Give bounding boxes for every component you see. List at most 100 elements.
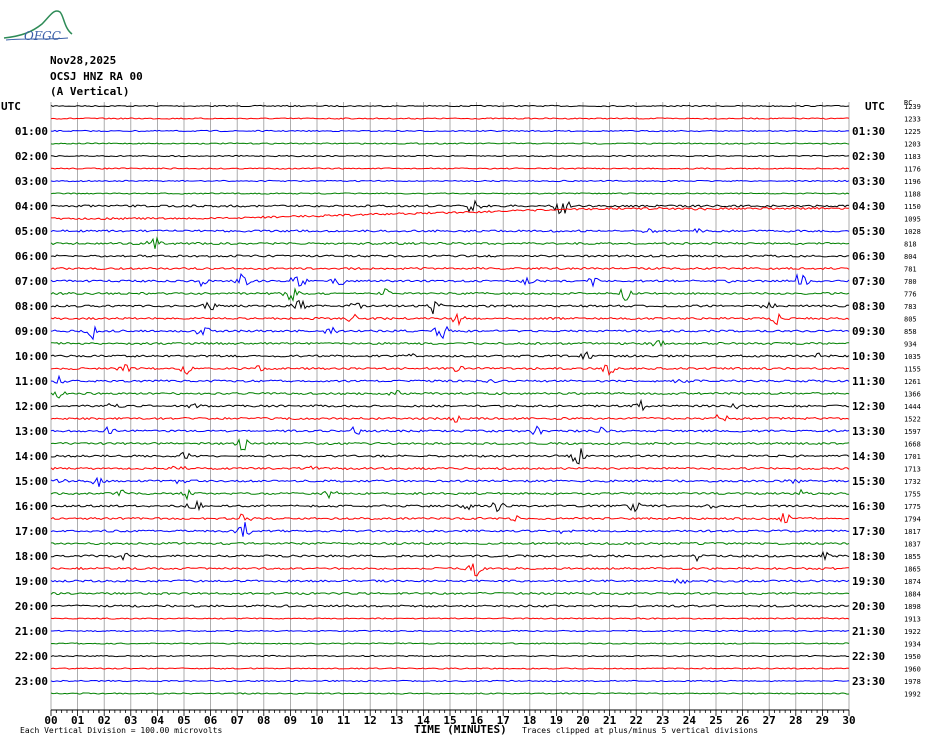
rc-value: 1874 xyxy=(904,578,921,586)
seismic-trace xyxy=(50,374,850,384)
rc-value: 780 xyxy=(904,278,917,286)
ofgc-logo: OFGC xyxy=(3,10,73,43)
left-hour-label: 01:00 xyxy=(15,125,48,138)
seismic-trace xyxy=(50,104,850,108)
x-tick-label: 25 xyxy=(709,714,722,727)
seismic-trace xyxy=(50,550,850,563)
x-tick-label: 04 xyxy=(151,714,165,727)
right-hour-label: 09:30 xyxy=(852,325,885,338)
right-hour-label: 01:30 xyxy=(852,125,885,138)
left-hour-label: 06:00 xyxy=(15,250,48,263)
seismic-trace xyxy=(50,154,850,158)
right-hour-label: 13:30 xyxy=(852,425,885,438)
left-hour-label: 09:00 xyxy=(15,325,48,338)
seismic-trace xyxy=(50,142,850,145)
x-tick-label: 11 xyxy=(337,714,351,727)
x-tick-label: 10 xyxy=(310,714,323,727)
trace-group xyxy=(50,104,850,695)
right-hour-label: 19:30 xyxy=(852,575,885,588)
right-hour-label: 22:30 xyxy=(852,650,885,663)
rc-value: 805 xyxy=(904,316,917,324)
x-tick-label: 00 xyxy=(44,714,57,727)
x-tick-label: 24 xyxy=(683,714,697,727)
seismic-trace xyxy=(50,192,850,195)
right-hour-label: 18:30 xyxy=(852,550,885,563)
rc-value: 1992 xyxy=(904,691,921,699)
rc-value: 818 xyxy=(904,241,917,249)
left-hour-label: 19:00 xyxy=(15,575,48,588)
rc-value: 1960 xyxy=(904,666,921,674)
rc-value: 781 xyxy=(904,266,917,274)
seismic-trace xyxy=(50,591,850,596)
rc-value: 1794 xyxy=(904,516,921,524)
left-hour-label: 13:00 xyxy=(15,425,48,438)
x-tick-label: 05 xyxy=(177,714,190,727)
seismic-trace xyxy=(50,425,850,436)
rc-value: 1176 xyxy=(904,166,921,174)
seismic-trace xyxy=(50,522,850,537)
seismic-trace xyxy=(50,266,850,271)
seismic-trace xyxy=(51,206,850,221)
rc-value: 1775 xyxy=(904,503,921,511)
rc-value: 1817 xyxy=(904,528,921,536)
rc-value: 934 xyxy=(904,341,917,349)
clip-note: Traces clipped at plus/minus 5 vertical … xyxy=(522,726,758,735)
seismic-trace xyxy=(50,563,849,577)
rc-value: 1755 xyxy=(904,491,921,499)
right-hour-label: 02:30 xyxy=(852,150,885,163)
rc-value: 1668 xyxy=(904,441,921,449)
left-hour-label: 10:00 xyxy=(15,350,48,363)
rc-value: 858 xyxy=(904,328,917,336)
left-hour-label: 08:00 xyxy=(15,300,48,313)
right-hour-label: 17:30 xyxy=(852,525,885,538)
rc-value: 1035 xyxy=(904,353,921,361)
x-tick-label: 27 xyxy=(763,714,776,727)
seismic-trace xyxy=(50,398,850,412)
seismic-trace xyxy=(50,488,850,501)
x-tick-label: 17 xyxy=(497,714,510,727)
rc-value: 1155 xyxy=(904,366,921,374)
right-hour-label: 12:30 xyxy=(852,400,885,413)
x-tick-label: 20 xyxy=(576,714,589,727)
left-hour-label: 02:00 xyxy=(15,150,48,163)
rc-value: 1183 xyxy=(904,153,921,161)
seismic-trace xyxy=(50,227,850,234)
seismic-trace xyxy=(50,499,850,513)
seismic-trace xyxy=(50,287,850,302)
seismic-trace xyxy=(50,604,850,608)
rc-value: 783 xyxy=(904,303,917,311)
x-tick-label: 08 xyxy=(257,714,270,727)
seismic-trace xyxy=(50,465,850,471)
seismic-trace xyxy=(50,325,850,341)
left-hour-label: 12:00 xyxy=(15,400,48,413)
seismic-trace xyxy=(50,654,850,658)
axis-labels: 00 01 02 03 04 05 06 07 08 09 10 11 12 13 14 15 16 17 18 19… xyxy=(15,103,921,727)
x-tick-label: 15 xyxy=(443,714,456,727)
left-hour-label: 03:00 xyxy=(15,175,48,188)
rc-value: 1732 xyxy=(904,478,921,486)
seismic-trace xyxy=(50,414,850,423)
seismic-trace xyxy=(50,236,850,249)
rc-scale-title: RC xyxy=(904,99,912,107)
logo-text: OFGC xyxy=(24,29,61,43)
x-tick-label: 26 xyxy=(736,714,750,727)
seismic-trace xyxy=(50,578,850,585)
right-utc-title: UTC xyxy=(865,100,885,113)
rc-value: 1233 xyxy=(904,116,921,124)
rc-value: 804 xyxy=(904,253,917,261)
rc-value: 1913 xyxy=(904,616,921,624)
right-hour-label: 04:30 xyxy=(852,200,885,213)
seismic-trace xyxy=(50,199,850,215)
left-hour-label: 22:00 xyxy=(15,650,48,663)
right-hour-label: 11:30 xyxy=(852,375,885,388)
seismic-trace xyxy=(50,339,850,348)
right-hour-label: 06:30 xyxy=(852,250,885,263)
rc-value: 776 xyxy=(904,291,917,299)
x-tick-label: 02 xyxy=(98,714,111,727)
rc-value: 1713 xyxy=(904,466,921,474)
seismic-trace xyxy=(50,617,850,620)
x-tick-label: 22 xyxy=(630,714,643,727)
rc-value: 1950 xyxy=(904,653,921,661)
seismic-trace xyxy=(50,642,850,645)
left-hour-label: 14:00 xyxy=(15,450,48,463)
